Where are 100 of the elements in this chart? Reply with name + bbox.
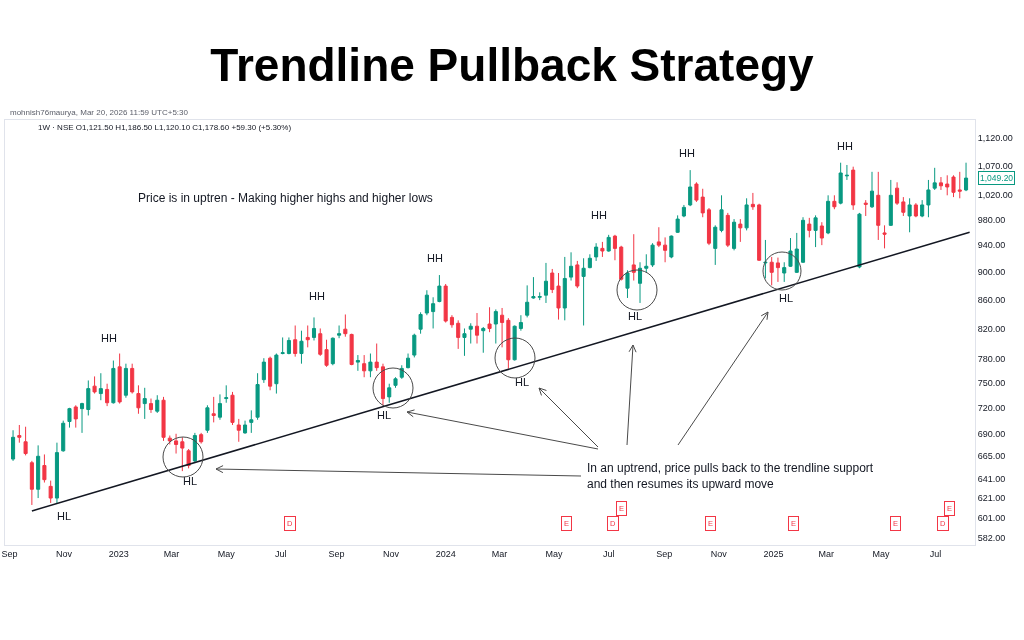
annotation: HH: [591, 209, 607, 221]
candlestick: [500, 307, 505, 348]
candlestick: [644, 253, 649, 273]
candlestick: [337, 324, 342, 339]
candlestick: [819, 221, 824, 246]
candlestick: [343, 313, 348, 338]
annotation: HH: [101, 332, 117, 344]
candlestick: [637, 261, 643, 304]
annotation: Price is in uptren - Making higher highs and higher lows: [138, 191, 433, 205]
candlestick: [744, 197, 749, 231]
annotation: 1,049.20: [980, 173, 1014, 183]
candlestick: [493, 308, 498, 345]
candlestick: [161, 396, 166, 442]
candlestick: [268, 356, 273, 391]
candlestick: [832, 194, 837, 210]
y-tick-label: 1,020.00: [977, 190, 1013, 201]
candlestick: [562, 256, 567, 321]
candlestick: [669, 234, 674, 259]
candlestick: [393, 376, 398, 389]
candlestick: [456, 319, 461, 350]
y-tick-label: 980.00: [977, 214, 1006, 225]
annotation: HL: [377, 409, 392, 421]
candlestick: [380, 363, 385, 406]
candlestick: [600, 241, 605, 258]
candlestick: [199, 432, 204, 445]
candlestick: [920, 199, 925, 218]
annotation: In an uptrend, price pulls back to the trendline support and then resumes its upward move: [587, 461, 874, 491]
candlestick: [437, 274, 442, 303]
candlestick: [11, 429, 16, 462]
candlestick: [79, 402, 85, 434]
candlestick: [311, 316, 317, 341]
candlestick: [362, 354, 367, 378]
candlestick: [706, 207, 712, 246]
candlestick: [882, 224, 887, 249]
candlestick: [788, 237, 793, 268]
candlestick: [449, 314, 454, 329]
y-tick-label: 621.00: [977, 493, 1006, 504]
candlestick: [67, 407, 72, 429]
x-tick-label: Nov: [383, 548, 400, 559]
candlestick: [286, 336, 291, 355]
candlestick: [869, 171, 875, 209]
candlestick: [888, 179, 893, 227]
candlestick: [525, 284, 530, 318]
candlestick: [243, 420, 248, 435]
candlestick: [249, 409, 254, 434]
candlestick: [964, 162, 969, 192]
annotation: HH: [837, 140, 853, 152]
candlestick: [951, 174, 956, 198]
candlestick: [569, 251, 574, 282]
candlestick: [932, 167, 937, 191]
candlestick: [738, 218, 743, 243]
candlestick: [205, 404, 210, 434]
candlestick: [656, 226, 661, 248]
candlestick: [826, 194, 831, 235]
text: mohnish76maurya, Mar 20, 2026 11:59 UTC+5:30: [10, 108, 189, 117]
x-tick-label: May: [217, 548, 236, 559]
candlestick: [406, 353, 411, 369]
x-tick-label: 2023: [108, 548, 129, 559]
y-tick-label: 860.00: [977, 294, 1006, 305]
candlestick: [349, 333, 354, 366]
candlestick: [606, 234, 611, 253]
chart-title: Trendline Pullback Strategy: [210, 39, 815, 92]
candlestick: [474, 312, 480, 345]
candlestick: [36, 444, 41, 499]
candlestick: [863, 199, 868, 217]
x-tick-label: Jul: [275, 548, 287, 559]
y-tick-label: 641.00: [977, 473, 1006, 484]
candlestick: [462, 327, 467, 357]
candlestick: [431, 296, 436, 329]
y-tick-label: 1,120.00: [977, 133, 1013, 144]
y-tick-label: 582.00: [977, 532, 1006, 543]
candlestick: [123, 363, 128, 399]
candlestick: [61, 420, 66, 453]
candlestick: [111, 360, 116, 405]
candlestick: [688, 169, 693, 207]
candlestick: [98, 372, 103, 401]
x-tick-label: Nov: [56, 548, 73, 559]
candlestick: [130, 363, 135, 395]
annotation: HH: [309, 290, 325, 302]
candlestick: [236, 418, 241, 443]
annotation: HL: [57, 510, 72, 522]
candlestick: [794, 232, 799, 274]
y-tick-label: 720.00: [977, 402, 1006, 413]
candlestick: [625, 269, 630, 299]
candlestick: [938, 176, 943, 191]
candlestick: [876, 171, 881, 241]
candlestick: [619, 245, 624, 282]
candlestick: [487, 306, 492, 333]
x-tick-label: May: [545, 548, 564, 559]
candlestick: [581, 257, 586, 326]
x-tick-label: Mar: [491, 548, 508, 559]
y-tick-label: 601.00: [977, 513, 1006, 524]
candlestick: [926, 179, 931, 218]
annotation: 1W · NSE O1,121.50 H1,186.50 L1,120.10 C1,178.60 +59.30 (+5.30%): [38, 123, 292, 132]
candlestick: [631, 233, 636, 282]
candlestick: [280, 336, 285, 355]
candlestick: [813, 214, 818, 248]
candlestick: [92, 375, 97, 395]
candlestick: [136, 384, 141, 415]
y-tick-label: 940.00: [977, 240, 1006, 251]
